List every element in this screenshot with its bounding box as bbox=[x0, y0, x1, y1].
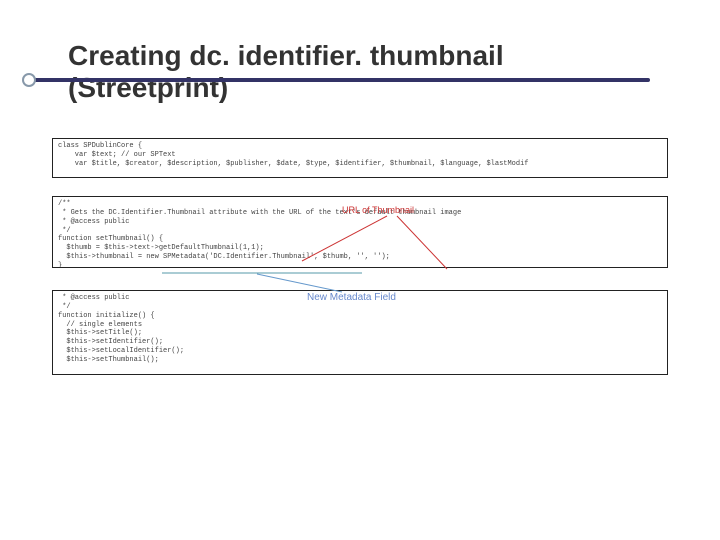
slide: Creating dc. identifier. thumbnail (Stre… bbox=[0, 0, 720, 540]
midwrap: /** * Gets the DC.Identifier.Thumbnail a… bbox=[50, 196, 670, 268]
title-bullet-icon bbox=[22, 73, 36, 87]
slide-title-line1: Creating dc. identifier. thumbnail bbox=[68, 40, 670, 72]
title-underline bbox=[30, 78, 650, 82]
annotation-url-of-thumbnail: URL of Thumbnail bbox=[342, 205, 414, 215]
code-box-class-decl: class SPDublinCore { var $text; // our S… bbox=[52, 138, 668, 178]
title-block: Creating dc. identifier. thumbnail (Stre… bbox=[50, 40, 670, 104]
annotation-new-metadata-field: New Metadata Field bbox=[307, 292, 396, 303]
